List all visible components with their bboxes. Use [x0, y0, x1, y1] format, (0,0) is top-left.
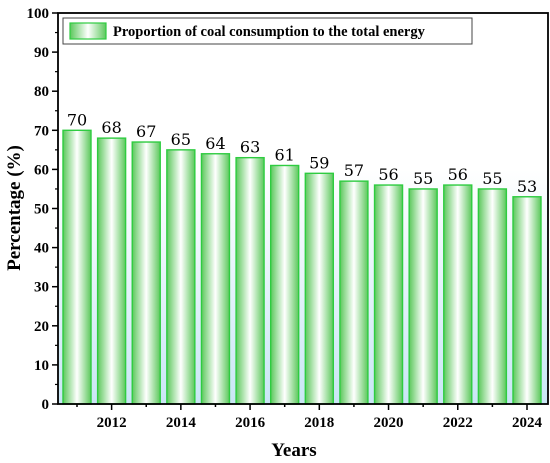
data-label-2021: 55 — [413, 169, 433, 188]
legend-box — [62, 17, 473, 45]
x-tick-label-2022: 2022 — [443, 415, 473, 431]
data-label-2016: 63 — [240, 138, 260, 157]
y-tick-label: 20 — [34, 319, 49, 335]
y-tick-label: 100 — [27, 6, 50, 22]
data-label-2017: 61 — [275, 145, 295, 164]
y-tick-label: 10 — [34, 358, 49, 374]
bar-2024 — [512, 196, 542, 405]
x-tick-label-2012: 2012 — [97, 415, 127, 431]
bar-2023 — [477, 188, 508, 405]
x-axis-title: Years — [271, 440, 316, 461]
y-axis-title: Percentage (%) — [4, 145, 25, 271]
data-labels-group: 70 68 67 65 64 63 61 59 57 56 55 56 55 53 — [67, 110, 537, 195]
y-axis: 0 10 20 30 40 50 60 70 80 90 100 — [27, 6, 58, 413]
legend: Proportion of coal consumption to the to… — [62, 17, 473, 45]
x-tick-label-2020: 2020 — [374, 415, 404, 431]
data-label-2023: 55 — [482, 169, 502, 188]
y-tick-label: 40 — [34, 241, 49, 257]
bar-2011 — [62, 129, 92, 405]
bar-2017 — [269, 164, 300, 405]
data-label-2011: 70 — [67, 110, 87, 129]
bar-2015 — [200, 153, 231, 405]
data-label-2018: 59 — [309, 153, 329, 172]
y-tick-label: 0 — [42, 397, 50, 413]
bar-2012 — [96, 137, 127, 405]
data-label-2022: 56 — [448, 165, 468, 184]
bar-2014 — [166, 149, 196, 405]
bar-2020 — [373, 184, 404, 405]
data-label-2020: 56 — [378, 165, 398, 184]
x-axis: 2012 2014 2016 2018 2020 2022 2024 — [76, 404, 543, 431]
y-tick-label: 70 — [34, 123, 49, 139]
y-tick-label: 60 — [34, 162, 49, 178]
y-tick-label: 80 — [34, 84, 49, 100]
data-label-2024: 53 — [517, 177, 537, 196]
x-tick-label-2014: 2014 — [166, 415, 197, 431]
x-tick-label-2024: 2024 — [512, 415, 543, 431]
data-label-2013: 67 — [136, 122, 156, 141]
y-tick-label: 30 — [34, 280, 49, 296]
x-tick-label-2018: 2018 — [304, 415, 334, 431]
legend-label: Proportion of coal consumption to the to… — [113, 24, 426, 40]
bar-2019 — [339, 180, 369, 405]
bar-2018 — [304, 172, 335, 405]
data-label-2014: 65 — [171, 130, 191, 149]
legend-swatch — [69, 22, 107, 40]
y-tick-label: 90 — [34, 45, 49, 61]
bars-group — [62, 129, 542, 405]
x-tick-label-2016: 2016 — [235, 415, 266, 431]
y-tick-label: 50 — [34, 202, 49, 218]
plot-background — [58, 13, 548, 404]
bar-2013 — [131, 141, 161, 405]
bar-2016 — [235, 156, 265, 405]
bar-2021 — [408, 188, 438, 405]
data-label-2015: 64 — [205, 134, 225, 153]
data-label-2012: 68 — [101, 118, 121, 137]
data-label-2019: 57 — [344, 161, 364, 180]
bar-2022 — [443, 184, 473, 405]
